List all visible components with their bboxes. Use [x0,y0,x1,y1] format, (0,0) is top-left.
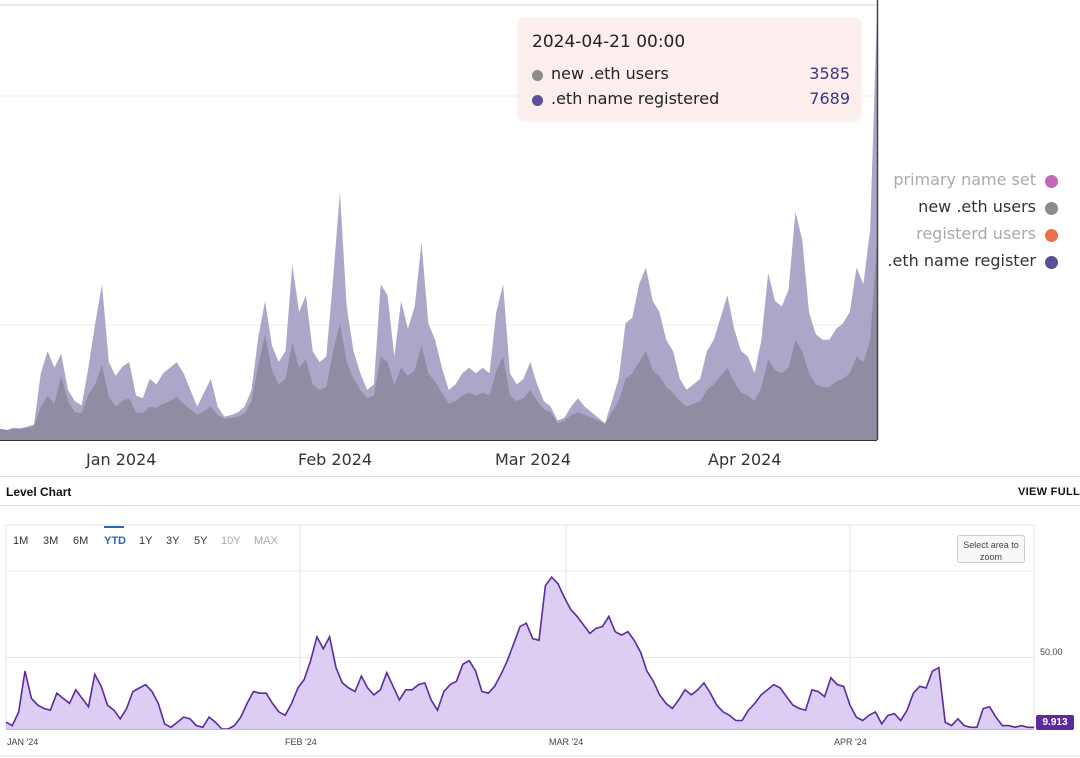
x-tick-label: FEB '24 [285,737,317,747]
x-tick-label: JAN '24 [7,737,39,747]
series-dot-icon [532,95,543,106]
range-button-6m[interactable]: 6M [73,535,89,547]
level-chart-title: Level Chart [6,485,72,499]
range-button-3m[interactable]: 3M [43,535,59,547]
range-button-1y[interactable]: 1Y [139,535,153,547]
range-button-ytd[interactable]: YTD [104,535,126,547]
active-range-indicator [104,526,124,528]
legend-dot-icon [1045,229,1058,242]
range-button-max[interactable]: MAX [254,535,278,547]
level-series-line [5,575,1034,730]
x-tick-label: Apr 2024 [708,450,782,469]
section-divider [0,505,1080,506]
legend-label: registerd users [916,224,1036,243]
legend-item-new-eth-users[interactable]: new .eth users [858,197,1058,224]
y-tick-label: 50.00 [1040,647,1063,657]
tooltip-series-value: 7689 [809,89,850,108]
tooltip-series-value: 3585 [809,64,850,83]
legend-item-registerd-users[interactable]: registerd users [858,224,1058,251]
section-divider [0,476,1080,477]
series-area-new-eth-users [0,240,877,440]
x-tick-label: Feb 2024 [298,450,373,469]
legend-label: .eth name register [887,251,1036,270]
legend-dot-icon [1045,256,1058,269]
range-button-5y[interactable]: 5Y [194,535,208,547]
x-tick-label: MAR '24 [549,737,584,747]
legend-label: new .eth users [918,197,1036,216]
x-tick-label: Mar 2024 [495,450,571,469]
select-area-zoom-button[interactable]: Select area to zoom [957,535,1025,563]
legend-label: primary name set [893,170,1036,189]
chart-tooltip: 2024-04-21 00:00 new .eth users 3585 .et… [518,18,861,120]
tooltip-row-names-registered: .eth name registered 7689 [532,89,850,111]
view-full-link[interactable]: VIEW FULL [1018,486,1080,498]
x-tick-label: Jan 2024 [86,450,157,469]
level-area-fill [6,577,1034,729]
legend-item-eth-name-register[interactable]: .eth name register [858,251,1058,278]
range-button-1m[interactable]: 1M [13,535,29,547]
range-button-10y[interactable]: 10Y [221,535,241,547]
legend-item-primary-name-set[interactable]: primary name set [858,170,1058,197]
last-value-badge: 9.913 [1036,715,1074,730]
series-area-eth-name-registered [0,12,877,440]
legend-dot-icon [1045,202,1058,215]
series-dot-icon [532,70,543,81]
legend-dot-icon [1045,175,1058,188]
tooltip-row-new-users: new .eth users 3585 [532,64,850,86]
chart-legend: primary name set new .eth users register… [858,170,1058,278]
x-tick-label: APR '24 [834,737,867,747]
tooltip-timestamp: 2024-04-21 00:00 [532,32,686,52]
tooltip-series-label: .eth name registered [551,89,720,108]
tooltip-series-label: new .eth users [551,64,669,83]
range-button-3y[interactable]: 3Y [166,535,180,547]
